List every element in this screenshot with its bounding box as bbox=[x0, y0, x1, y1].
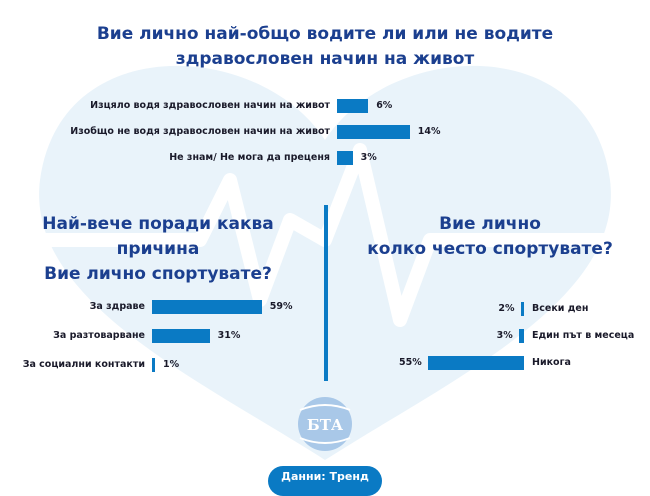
title-line: Вие лично най-общо водите ли или не води… bbox=[96, 24, 554, 44]
divider bbox=[324, 205, 328, 381]
category-label: За разтоварване bbox=[53, 330, 145, 341]
value-label: 2% bbox=[498, 303, 515, 314]
bar-row: Никога 55% bbox=[0, 356, 650, 370]
title-line: колко често спортувате? bbox=[367, 239, 613, 259]
category-label: Изобщо не водя здравословен начин на жив… bbox=[70, 126, 330, 137]
title-line: здравословен начин на живот bbox=[175, 49, 475, 69]
category-label: Не знам/ Не мога да преценя bbox=[169, 152, 330, 163]
value-label: 1% bbox=[163, 359, 180, 370]
value-label: 14% bbox=[417, 126, 441, 137]
category-label: Един път в месеца bbox=[532, 330, 635, 341]
title-line: Вие лично bbox=[439, 214, 541, 234]
svg-text:БТА: БТА bbox=[307, 416, 344, 434]
category-label: Всеки ден bbox=[532, 303, 589, 314]
bar-row: Изцяло водя здравословен начин на живот 6… bbox=[0, 99, 650, 113]
value-label: 31% bbox=[217, 330, 241, 341]
value-label: 6% bbox=[376, 100, 393, 111]
title-line: Най-вече поради каква причина bbox=[42, 214, 274, 259]
bar bbox=[520, 302, 524, 316]
bar bbox=[518, 329, 524, 343]
bar bbox=[152, 329, 210, 343]
bar bbox=[337, 125, 410, 139]
bar-row: За здраве 59% bbox=[0, 300, 650, 314]
value-label: 55% bbox=[399, 357, 422, 368]
category-label: За социални контакти bbox=[22, 359, 145, 370]
category-label: Изцяло водя здравословен начин на живот bbox=[90, 100, 330, 111]
chart-1-title: Вие лично най-общо водите ли или не води… bbox=[75, 22, 575, 72]
value-label: 59% bbox=[269, 301, 293, 312]
value-label: 3% bbox=[496, 330, 513, 341]
bar bbox=[152, 358, 155, 372]
bar-row: За социални контакти 1% bbox=[0, 358, 650, 372]
source-badge: Данни: Тренд bbox=[268, 466, 382, 496]
bar bbox=[337, 151, 353, 165]
bar-row: Не знам/ Не мога да преценя 3% bbox=[0, 151, 650, 165]
category-label: За здраве bbox=[89, 301, 145, 312]
bar-row: За разтоварване 31% bbox=[0, 329, 650, 343]
bar bbox=[337, 99, 369, 113]
category-label: Никога bbox=[532, 357, 571, 368]
value-label: 3% bbox=[360, 152, 377, 163]
title-line: Вие лично спортувате? bbox=[44, 264, 272, 284]
bar-row: Изобщо не водя здравословен начин на жив… bbox=[0, 125, 650, 139]
bar bbox=[427, 356, 524, 370]
bar bbox=[152, 300, 262, 314]
bar-row: Един път в месеца 3% bbox=[0, 329, 650, 343]
bar-row: Всеки ден 2% bbox=[0, 302, 650, 316]
bta-logo: БТА bbox=[298, 397, 352, 451]
chart-3-title: Вие лично колко често спортувате? bbox=[340, 212, 640, 262]
chart-2-title: Най-вече поради каква причина Вие лично … bbox=[0, 212, 316, 287]
